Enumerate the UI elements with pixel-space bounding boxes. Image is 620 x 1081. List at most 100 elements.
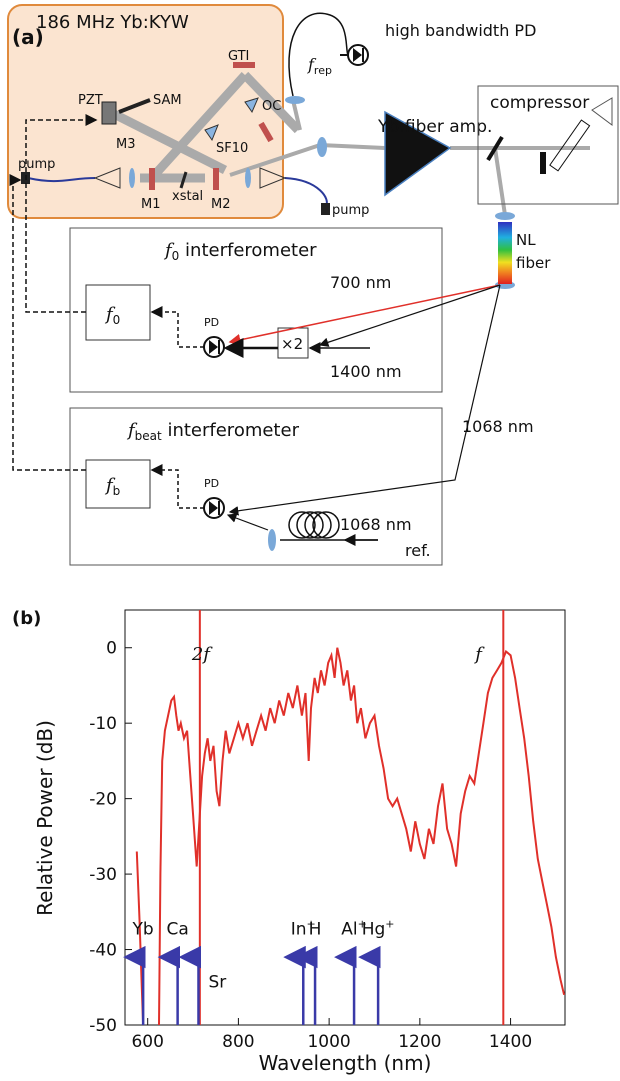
transition-label: Ca	[166, 919, 188, 939]
pd-label: PD	[204, 477, 219, 490]
frep-symbol: f	[307, 55, 317, 74]
x-tick-label: 800	[222, 1032, 254, 1052]
label: Sr	[208, 972, 226, 992]
pump-fiber	[284, 177, 328, 206]
label: Hg	[362, 919, 386, 939]
superscript: +	[307, 917, 316, 930]
spectrum-line	[135, 647, 566, 1026]
x-axis-label: Wavelength (nm)	[259, 1051, 432, 1075]
panel-b: (b) Wavelength (nm) Relative Power (dB) …	[12, 608, 566, 1075]
crystal	[179, 171, 188, 189]
retroreflector	[591, 97, 613, 126]
sam	[118, 98, 151, 114]
y-tick-label: -50	[89, 1016, 117, 1036]
beam	[228, 284, 501, 516]
pd-symbol	[203, 336, 225, 358]
label: In	[291, 919, 307, 939]
label-m3: M3	[116, 137, 136, 152]
superscript: +	[385, 917, 394, 930]
x-tick-label: 600	[131, 1032, 163, 1052]
y-tick-label: -30	[89, 865, 117, 885]
grating-mirror	[486, 135, 504, 162]
label-gti: GTI	[228, 49, 249, 64]
sub: b	[113, 484, 121, 498]
y-tick-label: 0	[106, 639, 117, 659]
doubler-label: ×2	[281, 335, 303, 353]
sub: 0	[172, 249, 180, 263]
label: Yb	[132, 919, 154, 939]
fiber-label: fiber	[516, 254, 551, 272]
y-tick-label: -40	[89, 941, 117, 961]
doubler	[277, 327, 309, 359]
transition-label: Al+	[341, 917, 367, 939]
nl-fiber	[498, 222, 512, 284]
frep-sub: rep	[314, 64, 332, 77]
beam	[226, 513, 269, 531]
grating	[549, 119, 591, 172]
feedback	[9, 174, 86, 471]
label-oc: OC	[262, 99, 281, 114]
lens	[268, 529, 276, 551]
signal	[150, 464, 204, 509]
signal	[150, 306, 204, 348]
x-tick-label: 1000	[307, 1032, 350, 1052]
red-beam	[228, 284, 501, 346]
y-tick-label: -10	[89, 714, 117, 734]
transition-label: H	[309, 919, 322, 939]
label-pump: pump	[18, 157, 55, 172]
sub: 0	[113, 313, 121, 327]
mirrors	[149, 62, 274, 190]
rest: interferometer	[162, 420, 300, 441]
pd-cable	[288, 12, 349, 97]
plot-frame	[124, 609, 566, 1026]
nl-label: NL	[516, 231, 536, 249]
transition-label: Sr	[208, 972, 226, 992]
reference-label: f	[473, 644, 485, 665]
y-axis-label: Relative Power (dB)	[33, 720, 57, 916]
panel-label: (b)	[12, 608, 41, 629]
transition-label: Hg+	[362, 917, 395, 939]
amplifier-label: Yb:fiber amp.	[377, 117, 492, 137]
transition-label: In+	[291, 917, 316, 939]
sub: beat	[135, 429, 162, 443]
pzt	[101, 101, 117, 125]
transition-label: Yb	[132, 919, 154, 939]
superscript: +	[358, 917, 367, 930]
y-tick-label: -20	[89, 790, 117, 810]
lenses	[129, 96, 515, 289]
ir-beam-label: 1400 nm	[330, 362, 402, 381]
laser-box	[7, 4, 284, 219]
laser-title: 186 MHz Yb:KYW	[36, 12, 189, 33]
pd-label: high bandwidth PD	[385, 21, 536, 40]
label-pump: pump	[332, 203, 369, 218]
panel-label: (a)	[12, 25, 44, 49]
pd-symbol	[340, 44, 369, 66]
label: Al	[341, 919, 357, 939]
f0-title: f0 interferometer	[163, 240, 317, 263]
red-beam-label: 700 nm	[330, 273, 391, 292]
pd-symbol	[203, 497, 225, 519]
label: H	[309, 919, 322, 939]
prisms	[204, 97, 259, 142]
label-m1: M1	[141, 197, 161, 212]
panel-a: (a) 186 MHz Yb:KYW PZT SAM M3 GTI OC SF1…	[7, 4, 619, 566]
label-m2: M2	[211, 197, 231, 212]
compressor-label: compressor	[490, 93, 589, 113]
rest: interferometer	[179, 240, 317, 261]
beam	[318, 284, 501, 347]
frep-label: frep	[307, 55, 332, 77]
compressor-box	[477, 85, 619, 205]
label-sam: SAM	[153, 93, 182, 108]
feedback	[25, 114, 98, 313]
ref-label: ref.	[405, 541, 431, 560]
fbeat-box	[69, 407, 443, 566]
label: Ca	[166, 919, 188, 939]
label-pzt: PZT	[78, 93, 103, 108]
f0-counter	[85, 284, 151, 341]
pump-diode	[321, 203, 330, 215]
pd-label: PD	[204, 316, 219, 329]
mirror	[540, 152, 546, 174]
f0-box	[69, 227, 443, 393]
ref-label: 1068 nm	[340, 515, 412, 534]
pump-focus	[93, 167, 287, 189]
